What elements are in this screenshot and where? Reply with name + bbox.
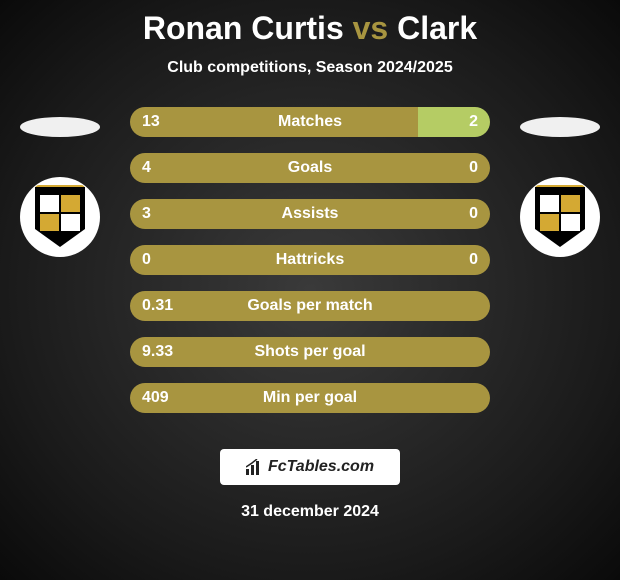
player2-club-crest bbox=[520, 177, 600, 257]
stat-row: 9.33Shots per goal bbox=[130, 337, 490, 367]
player2-name: Clark bbox=[397, 10, 477, 46]
stat-label: Assists bbox=[130, 199, 490, 229]
stat-row: 00Hattricks bbox=[130, 245, 490, 275]
player1-name: Ronan Curtis bbox=[143, 10, 344, 46]
player1-club-crest bbox=[20, 177, 100, 257]
stat-label: Hattricks bbox=[130, 245, 490, 275]
stat-label: Min per goal bbox=[130, 383, 490, 413]
left-side bbox=[10, 107, 110, 429]
stat-row: 30Assists bbox=[130, 199, 490, 229]
content-area: 132Matches 40Goals 30Assists 00Hattricks 0.3… bbox=[0, 107, 620, 429]
subtitle: Club competitions, Season 2024/2025 bbox=[0, 59, 620, 77]
stat-row: 0.31Goals per match bbox=[130, 291, 490, 321]
vs-text: vs bbox=[353, 10, 389, 46]
stat-label: Matches bbox=[130, 107, 490, 137]
brand-text: FcTables.com bbox=[268, 458, 374, 476]
comparison-title: Ronan Curtis vs Clark bbox=[0, 0, 620, 47]
player1-silhouette bbox=[20, 117, 100, 137]
stat-row: 40Goals bbox=[130, 153, 490, 183]
stat-label: Goals bbox=[130, 153, 490, 183]
footer-brand: FcTables.com bbox=[220, 449, 400, 485]
stats-bars: 132Matches 40Goals 30Assists 00Hattricks 0.3… bbox=[110, 107, 510, 429]
footer-date: 31 december 2024 bbox=[0, 503, 620, 521]
chart-icon bbox=[246, 459, 264, 475]
stat-row: 409Min per goal bbox=[130, 383, 490, 413]
player2-silhouette bbox=[520, 117, 600, 137]
stat-row: 132Matches bbox=[130, 107, 490, 137]
stat-label: Goals per match bbox=[130, 291, 490, 321]
right-side bbox=[510, 107, 610, 429]
stat-label: Shots per goal bbox=[130, 337, 490, 367]
